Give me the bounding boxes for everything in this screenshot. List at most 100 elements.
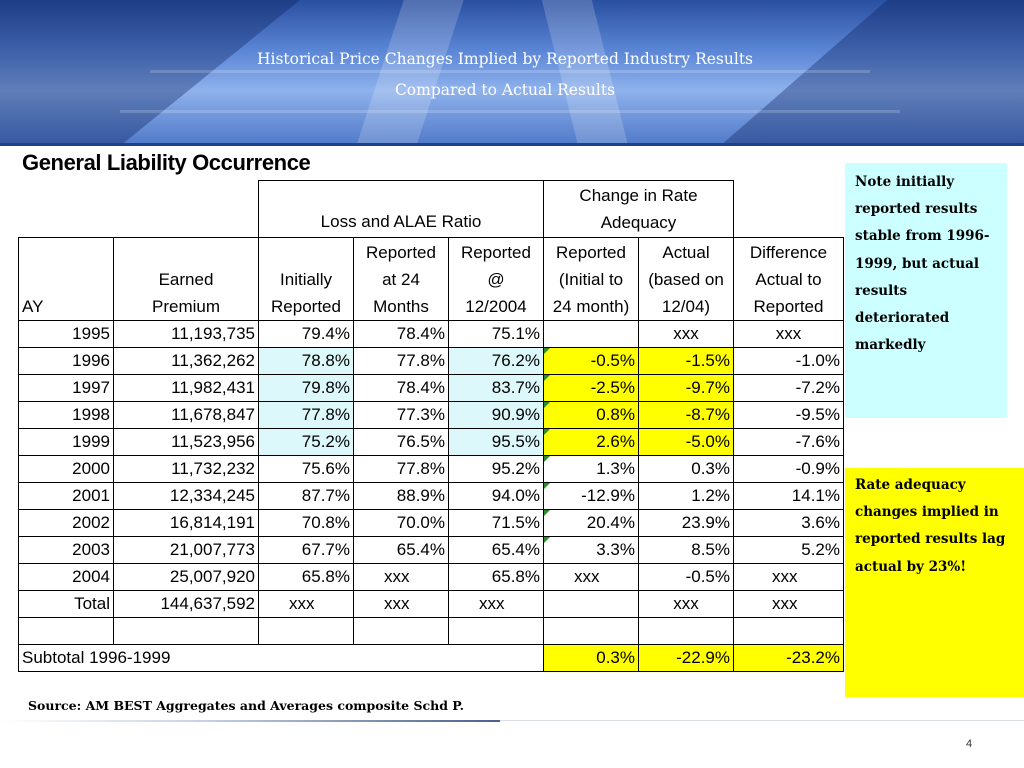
cell-reported-2004: 65.4% <box>448 536 544 564</box>
table-row-empty <box>18 617 844 645</box>
cell-initially-reported: xxx <box>258 590 354 618</box>
cell-reported-2004: 90.9% <box>448 401 544 429</box>
cell-initially-reported: 65.8% <box>258 563 354 591</box>
footer-rule <box>500 720 1024 721</box>
cell-reported-2004: 76.2% <box>448 347 544 375</box>
cell-initially-reported: 75.2% <box>258 428 354 456</box>
cell-actual-change: -8.7% <box>638 401 734 429</box>
column-header-reported-change: Reported (Initial to 24 month) <box>543 237 639 321</box>
cell-earned-premium: 11,732,232 <box>113 455 259 483</box>
cell-reported-24: 76.5% <box>353 428 449 456</box>
cell-reported-change: 3.3% <box>543 536 639 564</box>
cell-earned-premium: 21,007,773 <box>113 536 259 564</box>
cell-initially-reported: 78.8% <box>258 347 354 375</box>
cell-reported-24: 78.4% <box>353 374 449 402</box>
note-text: Note initially reported results stable f… <box>855 174 990 354</box>
cell-initially-reported: 75.6% <box>258 455 354 483</box>
cell-actual-change: 0.3% <box>638 455 734 483</box>
table-row: 2004 25,007,920 65.8% xxx 65.8% xxx -0.5… <box>18 563 844 591</box>
cell-initially-reported: 77.8% <box>258 401 354 429</box>
section-title: General Liability Occurrence <box>22 150 311 175</box>
column-header-difference: Difference Actual to Reported <box>733 237 844 321</box>
subtotal-reported-change: 0.3% <box>543 644 639 672</box>
table-row: 2001 12,334,245 87.7% 88.9% 94.0% -12.9%… <box>18 482 844 510</box>
cell-difference: -1.0% <box>733 347 844 375</box>
table-group-header-row: Loss and ALAE Ratio Change in Rate Adequa… <box>19 180 844 238</box>
subtotal-label: Subtotal 1996-1999 <box>18 644 544 672</box>
cell-difference: -7.6% <box>733 428 844 456</box>
cell-reported-change: 1.3% <box>543 455 639 483</box>
subtotal-row: Subtotal 1996-1999 0.3% -22.9% -23.2% <box>18 644 844 672</box>
cell-reported-24: xxx <box>353 563 449 591</box>
subtotal-actual-change: -22.9% <box>638 644 734 672</box>
cell-reported-change: -2.5% <box>543 374 639 402</box>
cell-ay: 1996 <box>18 347 114 375</box>
cell-actual-change: xxx <box>638 590 734 618</box>
cell-reported-2004: 94.0% <box>448 482 544 510</box>
column-header-initially-reported: Initially Reported <box>258 237 354 321</box>
cell-earned-premium: 11,982,431 <box>113 374 259 402</box>
note-callout-lag: Rate adequacy changes implied in reporte… <box>845 468 1024 697</box>
banner-beam <box>150 70 870 73</box>
cell-initially-reported: 79.4% <box>258 320 354 348</box>
cell-ay: Total <box>18 590 114 618</box>
cell-ay: 2000 <box>18 455 114 483</box>
cell-actual-change: 23.9% <box>638 509 734 537</box>
cell-actual-change: -1.5% <box>638 347 734 375</box>
banner-shade-right <box>720 0 1024 146</box>
cell-reported-change: xxx <box>543 563 639 591</box>
cell-difference: xxx <box>733 320 844 348</box>
table-row: 1999 11,523,956 75.2% 76.5% 95.5% 2.6% -… <box>18 428 844 456</box>
cell-difference: xxx <box>733 590 844 618</box>
cell-difference: 5.2% <box>733 536 844 564</box>
cell-reported-change: 0.8% <box>543 401 639 429</box>
cell-reported-2004: 71.5% <box>448 509 544 537</box>
table-row: Total 144,637,592 xxx xxx xxx xxx xxx <box>18 590 844 618</box>
cell-reported-2004: 83.7% <box>448 374 544 402</box>
cell-ay: 2001 <box>18 482 114 510</box>
table-row: 2003 21,007,773 67.7% 65.4% 65.4% 3.3% 8… <box>18 536 844 564</box>
cell-reported-change <box>543 320 639 348</box>
cell-initially-reported: 87.7% <box>258 482 354 510</box>
table-row: 1997 11,982,431 79.8% 78.4% 83.7% -2.5% … <box>18 374 844 402</box>
cell-reported-24: 78.4% <box>353 320 449 348</box>
column-header-reported-24-months: Reported at 24 Months <box>353 237 449 321</box>
subtotal-difference: -23.2% <box>733 644 844 672</box>
banner-beam <box>541 0 629 146</box>
cell-earned-premium: 25,007,920 <box>113 563 259 591</box>
cell-reported-change: 2.6% <box>543 428 639 456</box>
cell-reported-change: -12.9% <box>543 482 639 510</box>
cell-ay: 2004 <box>18 563 114 591</box>
cell-initially-reported: 79.8% <box>258 374 354 402</box>
banner-beam <box>356 0 464 146</box>
cell-difference: xxx <box>733 563 844 591</box>
cell-actual-change: -5.0% <box>638 428 734 456</box>
cell-reported-change: 20.4% <box>543 509 639 537</box>
table-row: 1995 11,193,735 79.4% 78.4% 75.1% xxx xx… <box>18 320 844 348</box>
cell-actual-change: -0.5% <box>638 563 734 591</box>
cell-ay: 2002 <box>18 509 114 537</box>
cell-difference: -9.5% <box>733 401 844 429</box>
cell-initially-reported: 70.8% <box>258 509 354 537</box>
cell-earned-premium: 11,362,262 <box>113 347 259 375</box>
banner-beam <box>120 110 900 113</box>
table-row: 2000 11,732,232 75.6% 77.8% 95.2% 1.3% 0… <box>18 455 844 483</box>
group-header-loss-alae: Loss and ALAE Ratio <box>258 180 544 238</box>
cell-ay: 1997 <box>18 374 114 402</box>
cell-earned-premium: 11,193,735 <box>113 320 259 348</box>
cell-ay: 1995 <box>18 320 114 348</box>
cell-ay: 1998 <box>18 401 114 429</box>
note-text: Rate adequacy changes implied in reporte… <box>855 477 1006 575</box>
cell-actual-change: 8.5% <box>638 536 734 564</box>
note-callout-stable: Note initially reported results stable f… <box>845 163 1007 418</box>
loss-ratio-table: Loss and ALAE Ratio Change in Rate Adequa… <box>18 180 844 672</box>
cell-reported-24: xxx <box>353 590 449 618</box>
cell-difference: -0.9% <box>733 455 844 483</box>
table-row: 1998 11,678,847 77.8% 77.3% 90.9% 0.8% -… <box>18 401 844 429</box>
cell-earned-premium: 11,523,956 <box>113 428 259 456</box>
source-footnote: Source: AM BEST Aggregates and Averages … <box>28 698 464 713</box>
cell-reported-2004: 95.2% <box>448 455 544 483</box>
cell-initially-reported: 67.7% <box>258 536 354 564</box>
cell-ay: 2003 <box>18 536 114 564</box>
cell-reported-change <box>543 590 639 618</box>
